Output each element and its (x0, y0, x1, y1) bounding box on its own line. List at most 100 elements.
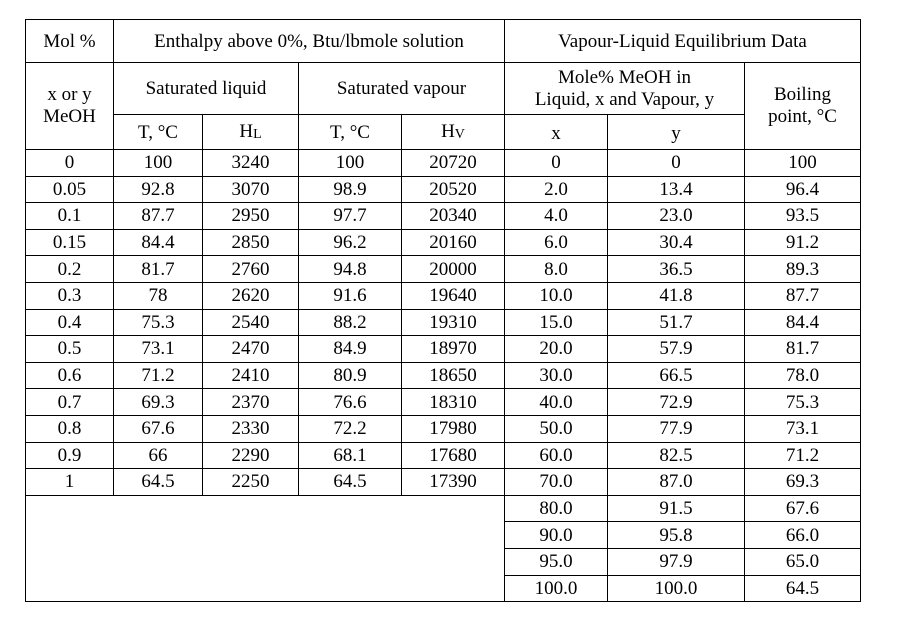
boiling-point-cell: 73.1 (744, 414, 861, 443)
empty-region (25, 494, 505, 603)
y-cell: 0 (607, 149, 745, 177)
h-vapour-main: H (441, 121, 455, 142)
methanol-water-data-table: Mol % Enthalpy above 0%, Btu/lbmole solu… (25, 19, 861, 603)
t-liquid-cell: 92.8 (113, 175, 203, 204)
h-liquid-main: H (239, 121, 254, 142)
mol-fraction-cell: 0.9 (25, 441, 114, 470)
table-row: 0.5 73.1 2470 84.9 18970 20.0 57.9 81.7 (25, 335, 861, 363)
y-cell: 57.9 (607, 335, 745, 363)
h-vapour-sub: V (454, 127, 465, 142)
x-cell: 8.0 (504, 255, 608, 283)
h-liquid-cell: 2250 (202, 468, 299, 496)
y-cell: 82.5 (607, 441, 745, 470)
h-vapour-cell: 20520 (401, 175, 505, 204)
y-cell: 51.7 (607, 308, 745, 337)
t-vapour-cell: 96.2 (298, 228, 402, 257)
h-vapour-cell: 18310 (401, 388, 505, 416)
y-cell: 87.0 (607, 468, 745, 496)
y-cell: 95.8 (607, 521, 745, 549)
boiling-point-cell: 67.6 (744, 494, 861, 523)
t-liquid-cell: 71.2 (113, 361, 203, 390)
x-or-y-meoh-header: x or y MeOH (25, 62, 114, 150)
boiling-point-cell: 64.5 (744, 574, 861, 603)
t-vapour-cell: 76.6 (298, 388, 402, 416)
y-cell: 97.9 (607, 547, 745, 576)
y-cell: 36.5 (607, 255, 745, 283)
mol-fraction-cell: 0.2 (25, 255, 114, 283)
mol-fraction-cell: 0.8 (25, 414, 114, 443)
mol-pct-header: Mol % (25, 19, 114, 63)
h-liquid-cell: 2330 (202, 414, 299, 443)
boiling-point-cell: 96.4 (744, 175, 861, 204)
enthalpy-header: Enthalpy above 0%, Btu/lbmole solution (113, 19, 505, 63)
t-liquid-header: T, °C (113, 114, 203, 150)
x-cell: 20.0 (504, 335, 608, 363)
y-cell: 66.5 (607, 361, 745, 390)
h-liquid-cell: 2540 (202, 308, 299, 337)
t-liquid-cell: 84.4 (113, 228, 203, 257)
mol-fraction-cell: 0.7 (25, 388, 114, 416)
table-row: 0.9 66 2290 68.1 17680 60.0 82.5 71.2 (25, 441, 861, 470)
header-row-2: x or y MeOH Saturated liquid Saturated va… (25, 62, 861, 150)
table-row: 80.0 91.5 67.6 (25, 494, 861, 603)
x-cell: 0 (504, 149, 608, 177)
boiling-point-header: Boiling point, °C (744, 62, 861, 150)
h-vapour-cell: 19310 (401, 308, 505, 337)
boiling-point-cell: 65.0 (744, 547, 861, 576)
h-vapour-header: HV (401, 114, 505, 150)
boiling-point-cell: 84.4 (744, 308, 861, 337)
t-liquid-cell: 75.3 (113, 308, 203, 337)
h-liquid-cell: 2850 (202, 228, 299, 257)
mol-fraction-cell: 0.05 (25, 175, 114, 204)
x-cell: 60.0 (504, 441, 608, 470)
h-vapour-cell: 17980 (401, 414, 505, 443)
mol-fraction-cell: 0.3 (25, 281, 114, 310)
boiling-point-cell: 66.0 (744, 521, 861, 549)
h-liquid-cell: 2290 (202, 441, 299, 470)
h-vapour-cell: 17390 (401, 468, 505, 496)
header-row-1: Mol % Enthalpy above 0%, Btu/lbmole solu… (25, 19, 861, 63)
table-row: 0.6 71.2 2410 80.9 18650 30.0 66.5 78.0 (25, 361, 861, 390)
x-cell: 100.0 (504, 574, 608, 603)
header-row-3: T, °C HL T, °C HV x y (26, 114, 861, 150)
h-liquid-header: HL (202, 114, 299, 150)
x-cell: 2.0 (504, 175, 608, 204)
x-cell: 80.0 (504, 494, 608, 523)
table-row: 100.0 100.0 64.5 (26, 574, 861, 603)
y-cell: 77.9 (607, 414, 745, 443)
y-header: y (607, 114, 745, 150)
mole-pct-line1: Mole% MeOH in (558, 66, 691, 88)
mol-fraction-cell: 1 (25, 468, 114, 496)
x-cell: 70.0 (504, 468, 608, 496)
vle-header: Vapour-Liquid Equilibrium Data (504, 19, 861, 63)
mol-fraction-cell: 0.5 (25, 335, 114, 363)
boiling-point-cell: 93.5 (744, 202, 861, 230)
table-row: 0.4 75.3 2540 88.2 19310 15.0 51.7 84.4 (25, 308, 861, 337)
x-cell: 30.0 (504, 361, 608, 390)
t-vapour-cell: 98.9 (298, 175, 402, 204)
h-liquid-cell: 2470 (202, 335, 299, 363)
x-cell: 10.0 (504, 281, 608, 310)
h-liquid-cell: 2370 (202, 388, 299, 416)
x-cell: 95.0 (504, 547, 608, 576)
y-cell: 23.0 (607, 202, 745, 230)
mol-fraction-cell: 0.6 (25, 361, 114, 390)
t-vapour-header: T, °C (298, 114, 402, 150)
mol-fraction-cell: 0.1 (25, 202, 114, 230)
h-liquid-cell: 2410 (202, 361, 299, 390)
boiling-point-cell: 69.3 (744, 468, 861, 496)
boiling-point-cell: 100 (744, 149, 861, 177)
saturated-liquid-header: Saturated liquid (113, 62, 299, 115)
x-header: x (504, 114, 608, 150)
table-row: 0.15 84.4 2850 96.2 20160 6.0 30.4 91.2 (25, 228, 861, 257)
h-liquid-cell: 2760 (202, 255, 299, 283)
table-row: 0.05 92.8 3070 98.9 20520 2.0 13.4 96.4 (25, 175, 861, 204)
h-liquid-cell: 2620 (202, 281, 299, 310)
y-cell: 72.9 (607, 388, 745, 416)
h-liquid-cell: 3240 (202, 149, 299, 177)
t-liquid-cell: 66 (113, 441, 203, 470)
t-vapour-cell: 97.7 (298, 202, 402, 230)
t-liquid-cell: 87.7 (113, 202, 203, 230)
mole-pct-meoh-header: Mole% MeOH in Liquid, x and Vapour, y (504, 62, 745, 115)
t-liquid-cell: 64.5 (113, 468, 203, 496)
